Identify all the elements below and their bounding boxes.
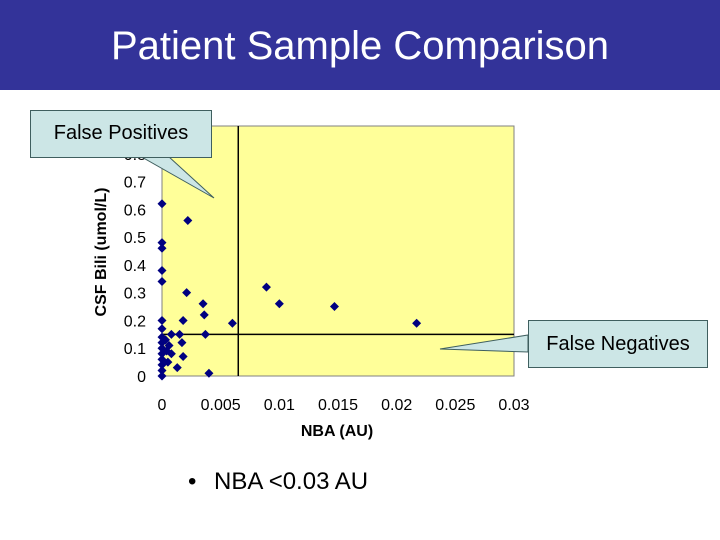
y-tick-label: 0.1 — [124, 341, 146, 358]
data-point — [157, 365, 167, 375]
plot-area — [161, 125, 515, 377]
data-point — [199, 310, 209, 320]
bullet-marker: • — [188, 468, 197, 495]
y-tick-label: 0.2 — [124, 313, 146, 330]
x-tick-label: 0.01 — [264, 397, 295, 414]
data-point — [274, 299, 284, 309]
data-point — [175, 329, 185, 339]
x-tick-label: 0.02 — [381, 397, 412, 414]
data-point — [157, 243, 167, 253]
data-point — [161, 335, 171, 345]
bullet-text: NBA <0.03 AU — [214, 468, 369, 495]
data-point — [157, 265, 167, 275]
data-point — [178, 315, 188, 325]
data-point — [412, 318, 422, 328]
x-axis: 0 0.005 0.01 0.015 0.02 0.025 0.03 — [158, 397, 530, 414]
x-axis-title: NBA (AU) — [301, 423, 373, 440]
data-point — [166, 329, 176, 339]
x-tick-label: 0.005 — [201, 397, 241, 414]
data-point — [157, 315, 167, 325]
y-axis: 00.10.20.30.40.50.60.70.8 — [124, 147, 146, 386]
y-tick-label: 0.3 — [124, 286, 146, 303]
y-tick-label: 0.6 — [124, 202, 146, 219]
data-point — [227, 318, 237, 328]
bullet-item: • NBA <0.03 AU — [188, 468, 368, 496]
data-point — [182, 288, 192, 298]
x-tick-label: 0.03 — [498, 397, 529, 414]
title-bar — [0, 0, 720, 90]
data-point — [204, 368, 214, 378]
data-point — [157, 238, 167, 248]
data-point — [200, 329, 210, 339]
data-point — [177, 338, 187, 348]
y-tick-label: 0.5 — [124, 230, 146, 247]
y-axis-title: CSF Bili (umol/L) — [93, 188, 110, 317]
x-tick-label: 0 — [158, 397, 167, 414]
y-tick-label: 0 — [137, 369, 146, 386]
y-tick-label: 0.7 — [124, 175, 146, 192]
data-point — [157, 277, 167, 287]
data-point — [163, 357, 173, 367]
slide-title: Patient Sample Comparison — [110, 24, 610, 68]
data-point — [157, 199, 167, 209]
y-tick-label: 0.4 — [124, 258, 146, 275]
false-positives-callout: False Positives — [30, 110, 212, 158]
data-point — [178, 352, 188, 362]
data-point — [157, 324, 167, 334]
data-point — [183, 215, 193, 225]
x-tick-label: 0.025 — [435, 397, 475, 414]
false-negatives-callout: False Negatives — [528, 320, 708, 368]
data-point — [157, 371, 167, 381]
data-points — [157, 199, 422, 381]
data-point — [329, 302, 339, 312]
data-point — [164, 340, 174, 350]
data-point — [166, 349, 176, 359]
data-point — [261, 282, 271, 292]
x-tick-label: 0.015 — [318, 397, 358, 414]
data-point — [198, 299, 208, 309]
data-point — [172, 363, 182, 373]
